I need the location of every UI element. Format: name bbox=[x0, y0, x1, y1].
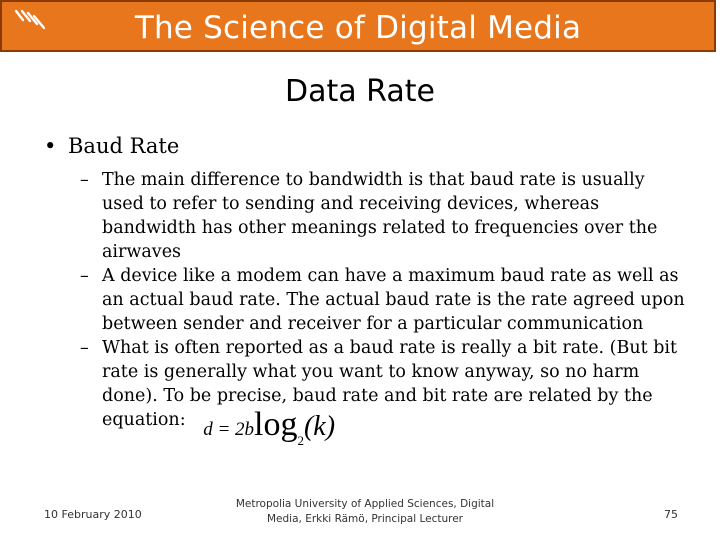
equation-lhs: d = 2b bbox=[203, 419, 255, 440]
footer-credit-line: Media, Erkki Rämö, Principal Lecturer bbox=[266, 513, 464, 525]
footer-credit: Metropolia University of Applied Science… bbox=[230, 497, 500, 527]
slide-title: Data Rate bbox=[285, 74, 435, 109]
sub-bullet-list: – The main difference to bandwidth is th… bbox=[80, 168, 690, 449]
sub-bullet-text: What is often reported as a baud rate is… bbox=[102, 338, 678, 430]
page-number: 75 bbox=[664, 508, 678, 521]
equation-base: 2 bbox=[297, 433, 304, 448]
sub-bullet-text: The main difference to bandwidth is that… bbox=[102, 170, 658, 262]
dash-symbol: – bbox=[80, 338, 89, 358]
footer-credit-line: Metropolia University of Applied Science… bbox=[235, 498, 495, 510]
bullet-item: • Baud Rate bbox=[44, 134, 179, 158]
dash-symbol: – bbox=[80, 170, 89, 190]
sub-bullet-item: – What is often reported as a baud rate … bbox=[80, 336, 690, 449]
bullet-text: Baud Rate bbox=[68, 134, 180, 158]
sub-bullet-item: – A device like a modem can have a maxim… bbox=[80, 264, 690, 336]
equation: d = 2blog2(k) bbox=[203, 408, 336, 449]
bullet-symbol: • bbox=[44, 134, 57, 158]
equation-log: log bbox=[254, 406, 298, 443]
equation-arg: (k) bbox=[303, 411, 336, 442]
stripes-logo-icon bbox=[14, 9, 46, 30]
footer-date: 10 February 2010 bbox=[44, 508, 142, 521]
sub-bullet-item: – The main difference to bandwidth is th… bbox=[80, 168, 690, 264]
header-title: The Science of Digital Media bbox=[134, 10, 582, 46]
sub-bullet-text: A device like a modem can have a maximum… bbox=[102, 266, 685, 334]
slide-header: The Science of Digital Media bbox=[0, 0, 716, 52]
dash-symbol: – bbox=[80, 266, 89, 286]
